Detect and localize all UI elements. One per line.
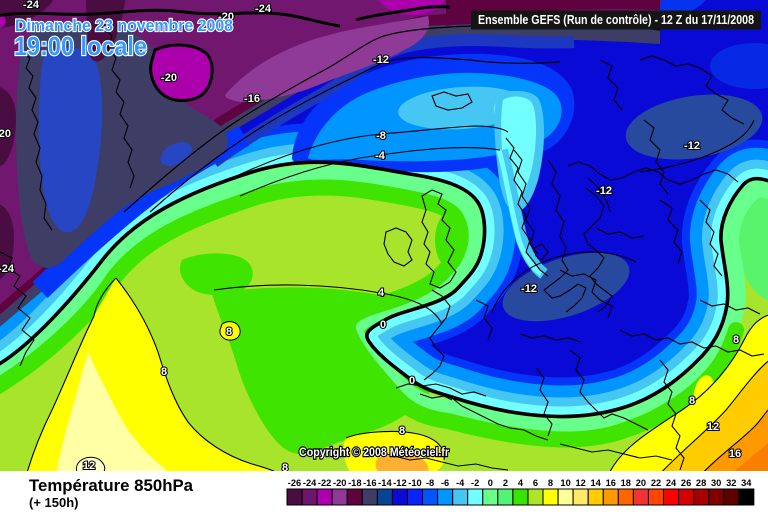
svg-text:6: 6 [533, 478, 538, 488]
svg-text:14: 14 [591, 478, 602, 488]
svg-text:4: 4 [378, 287, 385, 299]
svg-text:-24: -24 [303, 478, 317, 488]
svg-text:-18: -18 [348, 478, 361, 488]
svg-text:Copyright © 2008 Météociel.fr: Copyright © 2008 Météociel.fr [299, 445, 449, 459]
svg-text:-24: -24 [255, 3, 272, 15]
svg-text:-14: -14 [378, 478, 392, 488]
svg-text:-20: -20 [0, 128, 11, 140]
svg-text:34: 34 [741, 478, 752, 488]
svg-text:0: 0 [488, 478, 493, 488]
svg-text:12: 12 [707, 421, 719, 433]
svg-text:-10: -10 [408, 478, 421, 488]
svg-text:8: 8 [226, 326, 232, 338]
svg-text:8: 8 [733, 334, 739, 346]
svg-text:4: 4 [518, 478, 524, 488]
svg-text:-20: -20 [218, 11, 234, 23]
svg-text:0: 0 [409, 375, 415, 387]
svg-text:10: 10 [560, 478, 570, 488]
svg-text:12: 12 [83, 460, 95, 472]
svg-text:Dimanche 23 novembre 2008: Dimanche 23 novembre 2008 [15, 16, 233, 35]
svg-text:-4: -4 [375, 150, 386, 162]
svg-text:2: 2 [503, 478, 508, 488]
svg-text:19:00 locale: 19:00 locale [14, 31, 147, 61]
svg-text:12: 12 [576, 478, 586, 488]
svg-text:-6: -6 [441, 478, 449, 488]
svg-text:8: 8 [689, 395, 695, 407]
svg-text:(+ 150h): (+ 150h) [29, 495, 79, 510]
svg-text:28: 28 [696, 478, 706, 488]
svg-text:20: 20 [636, 478, 646, 488]
svg-text:-16: -16 [244, 93, 260, 105]
svg-text:30: 30 [711, 478, 721, 488]
svg-text:16: 16 [606, 478, 616, 488]
svg-text:-2: -2 [471, 478, 479, 488]
svg-text:0: 0 [380, 319, 386, 331]
svg-text:-8: -8 [426, 478, 434, 488]
svg-text:-4: -4 [456, 478, 465, 488]
svg-text:Ensemble GEFS (Run de contrôle: Ensemble GEFS (Run de contrôle) - 12 Z d… [478, 12, 754, 27]
svg-text:-12: -12 [521, 283, 537, 295]
svg-text:8: 8 [548, 478, 553, 488]
svg-text:-12: -12 [684, 140, 700, 152]
svg-text:8: 8 [161, 366, 167, 378]
svg-text:22: 22 [651, 478, 661, 488]
svg-text:-20: -20 [161, 72, 177, 84]
svg-text:8: 8 [399, 425, 405, 437]
svg-text:-12: -12 [373, 54, 389, 66]
svg-text:-24: -24 [0, 263, 15, 275]
svg-text:16: 16 [729, 448, 741, 460]
svg-text:24: 24 [666, 478, 677, 488]
svg-text:-26: -26 [288, 478, 301, 488]
svg-text:-22: -22 [318, 478, 331, 488]
svg-text:-8: -8 [376, 130, 386, 142]
svg-text:-12: -12 [393, 478, 406, 488]
svg-text:-24: -24 [23, 0, 40, 11]
svg-text:-20: -20 [333, 478, 346, 488]
svg-text:8: 8 [282, 462, 288, 474]
svg-text:-12: -12 [596, 185, 612, 197]
svg-text:-16: -16 [363, 478, 376, 488]
svg-text:Température 850hPa: Température 850hPa [29, 476, 194, 495]
svg-text:32: 32 [726, 478, 736, 488]
svg-text:26: 26 [681, 478, 691, 488]
svg-text:18: 18 [621, 478, 631, 488]
